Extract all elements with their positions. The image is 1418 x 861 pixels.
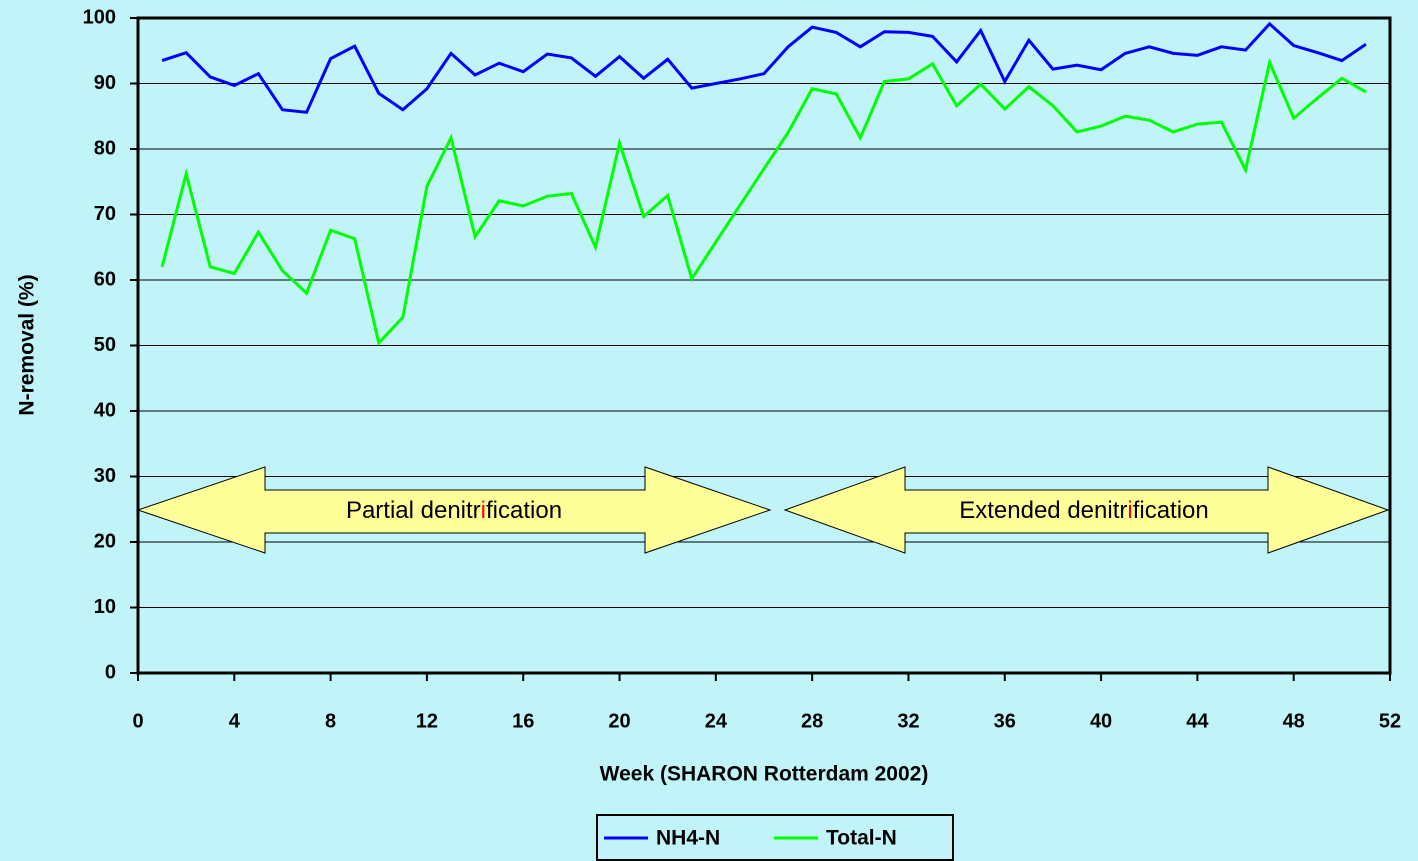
y-tick-label: 10 [94, 596, 116, 618]
x-tick-label: 40 [1090, 710, 1112, 732]
y-tick-label: 80 [94, 137, 116, 159]
annotation: Extended denitrification [959, 497, 1209, 524]
x-tick-label: 28 [801, 710, 823, 732]
y-axis-title: N-removal (%) [16, 274, 39, 415]
annotation-part: Partial denitr [346, 497, 481, 524]
y-tick-label: 0 [105, 661, 116, 683]
x-tick-label: 52 [1379, 710, 1401, 732]
y-tick-label: 90 [94, 72, 116, 94]
x-tick-label: 48 [1283, 710, 1305, 732]
annotation-part: fication [1133, 497, 1209, 524]
x-tick-label: 8 [325, 710, 336, 732]
y-tick-label: 100 [83, 6, 116, 28]
x-tick-label: 4 [229, 710, 241, 732]
data-line [160, 57, 1367, 346]
legend-label: Total-N [826, 827, 897, 850]
x-tick-label: 20 [608, 710, 630, 732]
arrow-extended [783, 466, 1390, 554]
y-tick-label: 60 [94, 268, 116, 290]
x-tick-label: 32 [897, 710, 919, 732]
y-tick-label: 50 [94, 334, 116, 356]
x-tick-label: 24 [705, 710, 728, 732]
annotation-part: Extended denitr [959, 497, 1127, 524]
annotation-part: i [481, 497, 486, 524]
x-tick-label: 12 [416, 710, 438, 732]
y-tick-label: 70 [94, 203, 116, 225]
x-tick-label: 0 [132, 710, 143, 732]
annotation-part: fication [486, 497, 562, 524]
y-tick-label: 30 [94, 465, 116, 487]
annotation-part: i [1127, 497, 1132, 524]
x-tick-label: 36 [994, 710, 1016, 732]
x-tick-label: 16 [512, 710, 534, 732]
y-tick-label: 40 [94, 399, 116, 421]
annotation: Partial denitrification [346, 497, 562, 524]
legend-label: NH4-N [656, 827, 720, 850]
data-line [161, 21, 1367, 114]
x-tick-label: 44 [1186, 710, 1209, 732]
arrow-partial [136, 466, 772, 554]
y-tick-label: 20 [94, 530, 116, 552]
x-axis-title: Week (SHARON Rotterdam 2002) [600, 763, 929, 786]
